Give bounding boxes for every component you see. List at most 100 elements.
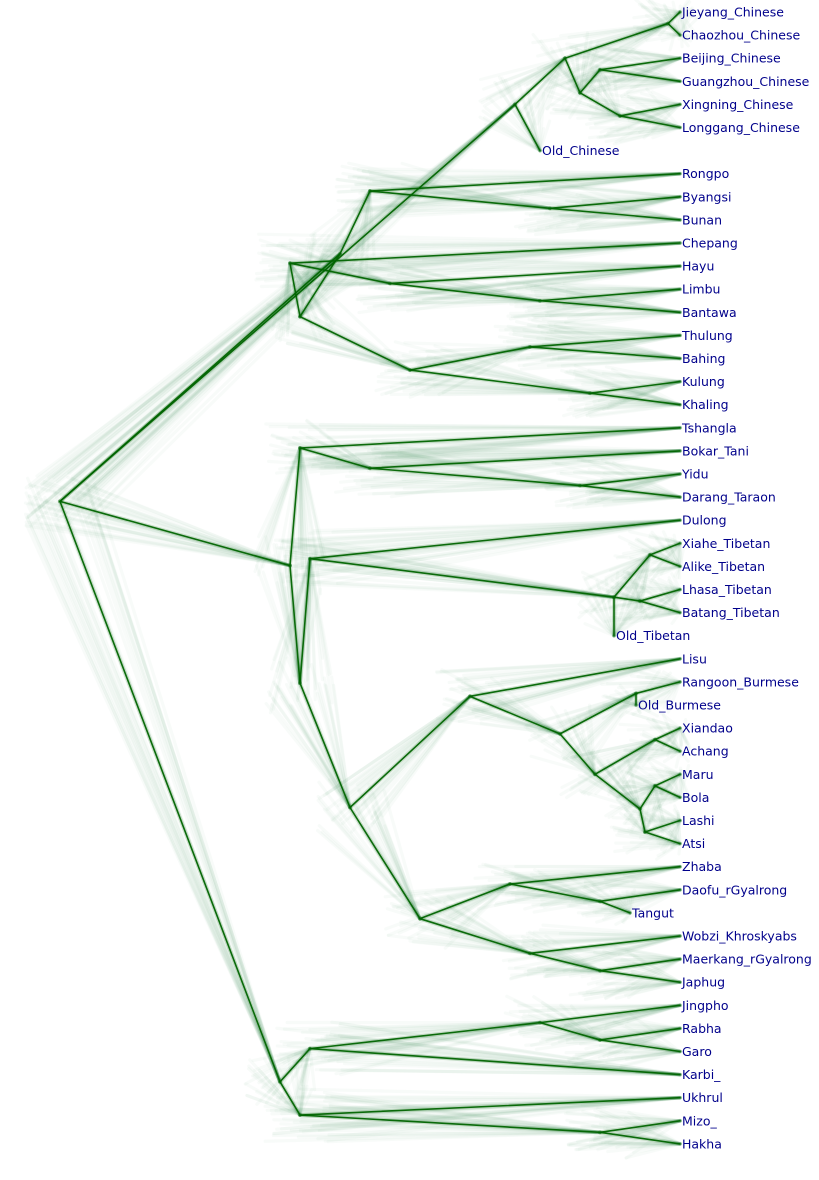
taxon-label: Lhasa_Tibetan: [682, 582, 772, 597]
tree-branch: [509, 865, 681, 885]
consensus-branches: [58, 10, 682, 1146]
taxon-label: Japhug: [681, 975, 725, 990]
tree-branch: [409, 369, 591, 394]
taxon-label: Ukhrul: [682, 1090, 723, 1105]
tree-branch: [613, 596, 641, 602]
tree-branch: [639, 588, 681, 602]
tree-branch: [349, 806, 421, 920]
tree-branch: [654, 773, 681, 787]
taxon-label: Jieyang_Chinese: [681, 5, 784, 20]
tree-branch: [299, 426, 681, 449]
tree-branch: [469, 695, 561, 735]
taxon-label: Yidu: [681, 467, 709, 482]
tree-cloud: [25, 0, 701, 1158]
tree-branch: [369, 450, 681, 470]
taxon-label: Bantawa: [682, 305, 737, 320]
tree-branch: [599, 1120, 681, 1134]
taxon-label: Bahing: [682, 351, 726, 366]
tree-branch: [299, 557, 311, 684]
taxon-label: Kulung: [682, 374, 725, 389]
tree-branch: [654, 727, 681, 741]
taxon-label: Mizo_: [682, 1113, 717, 1128]
tree-branch: [539, 1004, 681, 1024]
taxon-label: Beijing_Chinese: [682, 51, 781, 66]
tree-branch: [549, 196, 681, 210]
taxon-label: Thulung: [681, 328, 733, 343]
tree-branch: [594, 773, 641, 810]
tree-branch: [564, 57, 581, 94]
taxon-label: Zhaba: [682, 859, 722, 874]
tree-branch: [299, 315, 411, 371]
sampled-tree-branch: [539, 104, 540, 151]
tree-branch: [289, 262, 301, 318]
taxon-label: Atsi: [682, 836, 705, 851]
taxon-label: Old_Burmese: [638, 698, 721, 713]
tree-branch: [289, 447, 301, 567]
tree-branch: [579, 484, 681, 498]
tree-branch: [599, 888, 681, 903]
tree-branch: [299, 1096, 681, 1116]
tree-branch: [599, 1027, 681, 1041]
tree-branch: [514, 103, 541, 152]
tree-branch: [594, 738, 656, 776]
tree-branch: [339, 190, 371, 255]
taxon-label: Lisu: [682, 651, 707, 666]
tree-branch: [589, 380, 681, 394]
taxon-label: Longgang_Chinese: [682, 120, 800, 135]
tree-branch: [619, 103, 681, 117]
tree-branch: [654, 738, 681, 753]
tree-branch: [419, 883, 511, 920]
tree-branch: [635, 681, 681, 695]
tree-branch: [469, 657, 681, 698]
taxon-label: Khaling: [682, 397, 729, 412]
tree-branch: [599, 1131, 681, 1145]
tree-branch: [639, 785, 656, 810]
tree-branch: [389, 282, 541, 302]
taxon-label: Chaozhou_Chinese: [682, 28, 801, 43]
taxon-label: Tangut: [631, 905, 674, 920]
sampled-tree-branch: [28, 504, 280, 1081]
tree-branch: [579, 68, 601, 94]
taxon-label: Bokar_Tani: [682, 443, 749, 458]
tree-branch: [369, 467, 581, 487]
taxon-label: Wobzi_Khroskyabs: [682, 929, 797, 944]
tree-branch: [529, 346, 681, 360]
tree-branch: [564, 22, 669, 60]
tree-branch: [644, 819, 681, 833]
taxon-label: Maru: [682, 767, 714, 782]
tree-branch: [613, 554, 651, 599]
taxon-label: Rabha: [682, 1021, 722, 1036]
tree-branch: [549, 207, 681, 221]
tree-branch: [644, 831, 681, 845]
tree-branch: [309, 519, 681, 560]
tree-branch: [639, 600, 681, 614]
tree-branch: [299, 253, 341, 318]
taxon-label: Dulong: [682, 513, 727, 528]
taxon-label: Xiahe_Tibetan: [682, 536, 770, 551]
tree-branch: [599, 57, 681, 71]
taxon-label: Guangzhou_Chinese: [682, 74, 810, 89]
taxon-label: Byangsi: [682, 189, 731, 204]
tree-branch: [667, 11, 681, 25]
tree-branch: [279, 1081, 301, 1116]
tree-branch: [299, 447, 371, 470]
tree-branch: [514, 57, 566, 106]
tree-branch: [309, 1021, 541, 1050]
tree-branch: [539, 1021, 601, 1041]
taxon-label: Bunan: [682, 212, 722, 227]
tree-branch: [289, 262, 391, 285]
tree-branch: [599, 1039, 681, 1053]
tree-branch: [579, 92, 621, 117]
taxon-label: Hayu: [682, 259, 714, 274]
tree-branch: [649, 554, 681, 568]
tree-branch: [289, 564, 301, 684]
taxon-label: Garo: [682, 1044, 712, 1059]
sampled-tree-branch: [399, 450, 680, 451]
tree-branch: [529, 334, 681, 348]
tree-branch: [599, 969, 681, 984]
tree-branch: [667, 22, 681, 36]
tree-branch: [599, 900, 631, 914]
taxon-label: Achang: [682, 744, 729, 759]
taxon-label: Old_Tibetan: [616, 628, 690, 643]
taxon-label: Maerkang_rGyalrong: [682, 952, 812, 967]
